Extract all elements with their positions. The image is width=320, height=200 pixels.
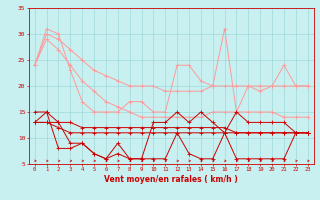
X-axis label: Vent moyen/en rafales ( km/h ): Vent moyen/en rafales ( km/h )	[104, 175, 238, 184]
